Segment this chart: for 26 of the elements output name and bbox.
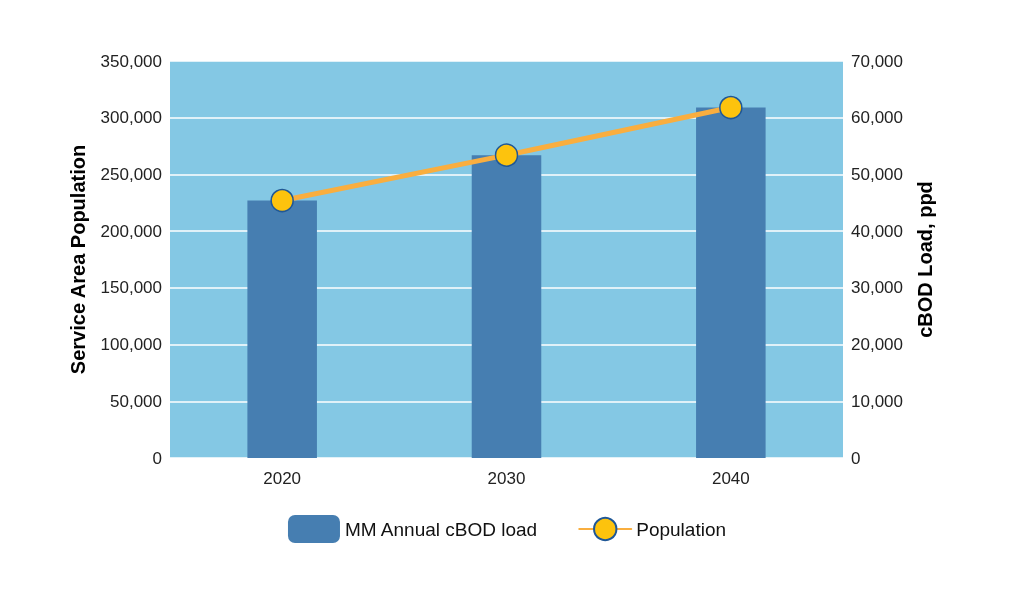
y-tick-label: 150,000 bbox=[100, 278, 162, 298]
y2-axis-title: cBOD Load, ppd bbox=[914, 181, 936, 338]
y-tick-label: 200,000 bbox=[100, 221, 162, 241]
bar bbox=[471, 155, 542, 458]
y2-tick-label: 50,000 bbox=[851, 164, 903, 184]
y2-tick-label: 10,000 bbox=[851, 391, 903, 411]
x-tick-label: 2030 bbox=[487, 469, 526, 488]
y2-tick-label: 20,000 bbox=[851, 335, 903, 355]
y-tick-label: 100,000 bbox=[100, 335, 162, 355]
bar bbox=[247, 200, 317, 458]
bar bbox=[696, 107, 766, 458]
y2-tick-label: 0 bbox=[851, 448, 861, 468]
y-tick-label: 50,000 bbox=[110, 391, 162, 411]
y-tick-label: 350,000 bbox=[100, 51, 162, 71]
y-tick-label: 250,000 bbox=[100, 164, 162, 184]
y2-tick-label: 60,000 bbox=[851, 108, 903, 128]
y-tick-label: 300,000 bbox=[100, 108, 162, 128]
y2-tick-label: 30,000 bbox=[851, 278, 903, 298]
y-tick-label: 0 bbox=[152, 448, 162, 468]
legend-label: MM Annual cBOD load bbox=[344, 518, 538, 540]
legend-label: Population bbox=[636, 518, 727, 540]
y2-tick-label: 70,000 bbox=[851, 51, 903, 71]
y2-tick-label: 40,000 bbox=[851, 221, 903, 241]
y-axis-title: Service Area Population bbox=[67, 144, 89, 375]
x-tick-label: 2020 bbox=[263, 469, 302, 488]
x-tick-label: 2040 bbox=[711, 469, 750, 488]
